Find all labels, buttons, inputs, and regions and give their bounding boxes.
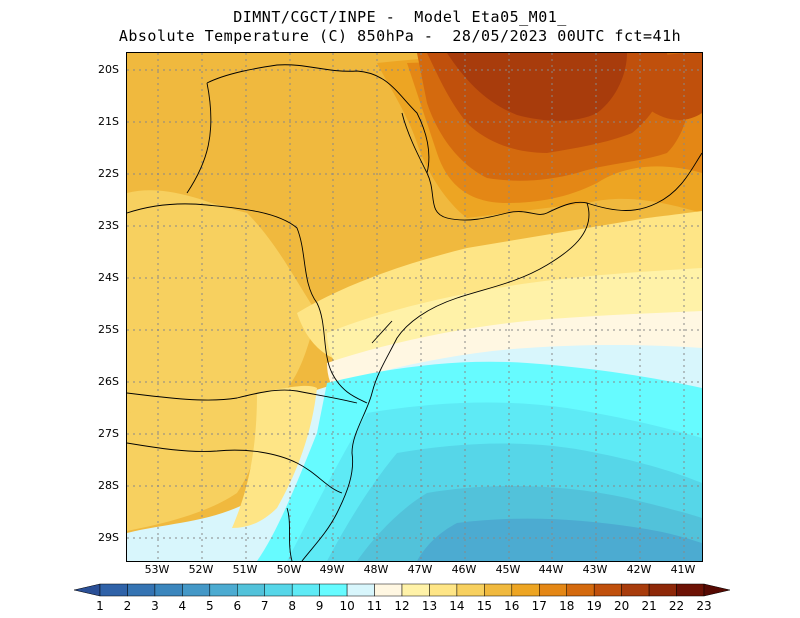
lat-label-20s: 20S [98,63,119,76]
river-grande [401,112,428,174]
lat-label-24s: 24S [98,271,119,284]
colorbar-cell [154,583,183,597]
colorbar-label: 9 [315,599,324,613]
colorbar-cell [593,583,622,597]
colorbar-label: 3 [151,599,159,613]
colorbar-cell [291,583,320,597]
lon-label-41w: 41W [670,563,696,576]
colorbar-cells [73,583,731,597]
colorbar-label: 1 [96,599,104,613]
colorbar-label: 21 [641,599,657,613]
lon-label-48w: 48W [363,563,389,576]
band-5 [417,518,702,561]
temperature-map [126,52,703,562]
band-15-north [127,53,467,231]
colorbar-cell [346,583,375,597]
colorbar-label: 7 [260,599,269,613]
colorbar-label: 11 [366,599,383,613]
lat-label-26s: 26S [98,375,119,388]
colorbar-cell [401,583,430,597]
lon-label-42w: 42W [626,563,652,576]
lon-label-47w: 47W [407,563,433,576]
colorbar-cell [374,583,403,597]
coastline [301,202,590,561]
lat-label-25s: 25S [98,323,119,336]
colorbar-label: 6 [233,599,242,613]
colorbar-label: 8 [288,599,296,613]
colorbar-label: 4 [178,599,187,613]
colorbar-label: 2 [123,599,132,613]
lon-label-44w: 44W [538,563,564,576]
colorbar-cell [456,583,485,597]
grid-lines [127,53,702,561]
river-parana [186,82,212,194]
colorbar-cell [319,583,348,597]
lat-label-23s: 23S [98,219,119,232]
colorbar-label: 19 [586,599,602,613]
lat-label-28s: 28S [98,479,119,492]
colorbar-cell [264,583,293,597]
colorbar-label: 18 [559,599,575,613]
lon-label-52w: 52W [188,563,214,576]
band-20 [447,53,627,121]
colorbar-cell [182,583,211,597]
state-border-rj [586,152,702,211]
borders [127,64,702,561]
colorbar-cell [484,583,513,597]
lon-label-51w: 51W [232,563,258,576]
colorbar-label: 10 [339,599,355,613]
colorbar-cell [511,583,540,597]
colorbar-label: 17 [531,599,547,613]
band-14-west [127,190,317,413]
temperature-field [127,53,702,561]
band-14-southwest [127,393,261,531]
colorbar-cell [566,583,595,597]
colorbar-cell [621,583,650,597]
colorbar-label: 14 [449,599,465,613]
colorbar-label: 20 [613,599,630,613]
colorbar-cell [429,583,458,597]
title-line-1: DIMNT/CGCT/INPE - Model Eta05_M01_ [233,8,567,26]
colorbar-label: 13 [421,599,438,613]
colorbar-cell [127,583,156,597]
colorbar-cell [539,583,567,597]
state-border-ms-pr [127,203,368,404]
lat-label-27s: 27S [98,427,119,440]
lon-label-49w: 49W [319,563,345,576]
title-line-2: Absolute Temperature (C) 850hPa - 28/05/… [118,27,682,45]
colorbar-cell [676,583,705,597]
colorbar-cell [209,583,238,597]
colorbar-label: 23 [696,599,712,613]
colorbar-label: 12 [394,599,410,613]
lon-label-53w: 53W [144,563,170,576]
lon-label-43w: 43W [582,563,608,576]
colorbar-extend-high [703,583,731,597]
band-13-south [232,385,317,528]
lon-label-46w: 46W [451,563,477,576]
colorbar-label: 16 [504,599,520,613]
colorbar-label: 5 [205,599,214,613]
lat-label-29s: 29S [98,531,119,544]
ilha-comprida [371,320,393,344]
state-border-sp-mg [206,64,588,221]
colorbar-label: 15 [476,599,492,613]
colorbar-label: 22 [668,599,685,613]
lat-label-21s: 21S [98,115,119,128]
state-border-sc-rs [127,442,343,494]
colorbar-cell [99,583,128,597]
colorbar-cell [237,583,265,597]
lon-label-50w: 50W [276,563,302,576]
colorbar-cell [648,583,677,597]
colorbar-extend-low [73,583,101,597]
colorbar [73,583,731,597]
state-border-pr-sc [127,389,358,404]
border-river [286,507,293,561]
lat-label-22s: 22S [98,167,119,180]
lon-label-45w: 45W [495,563,521,576]
